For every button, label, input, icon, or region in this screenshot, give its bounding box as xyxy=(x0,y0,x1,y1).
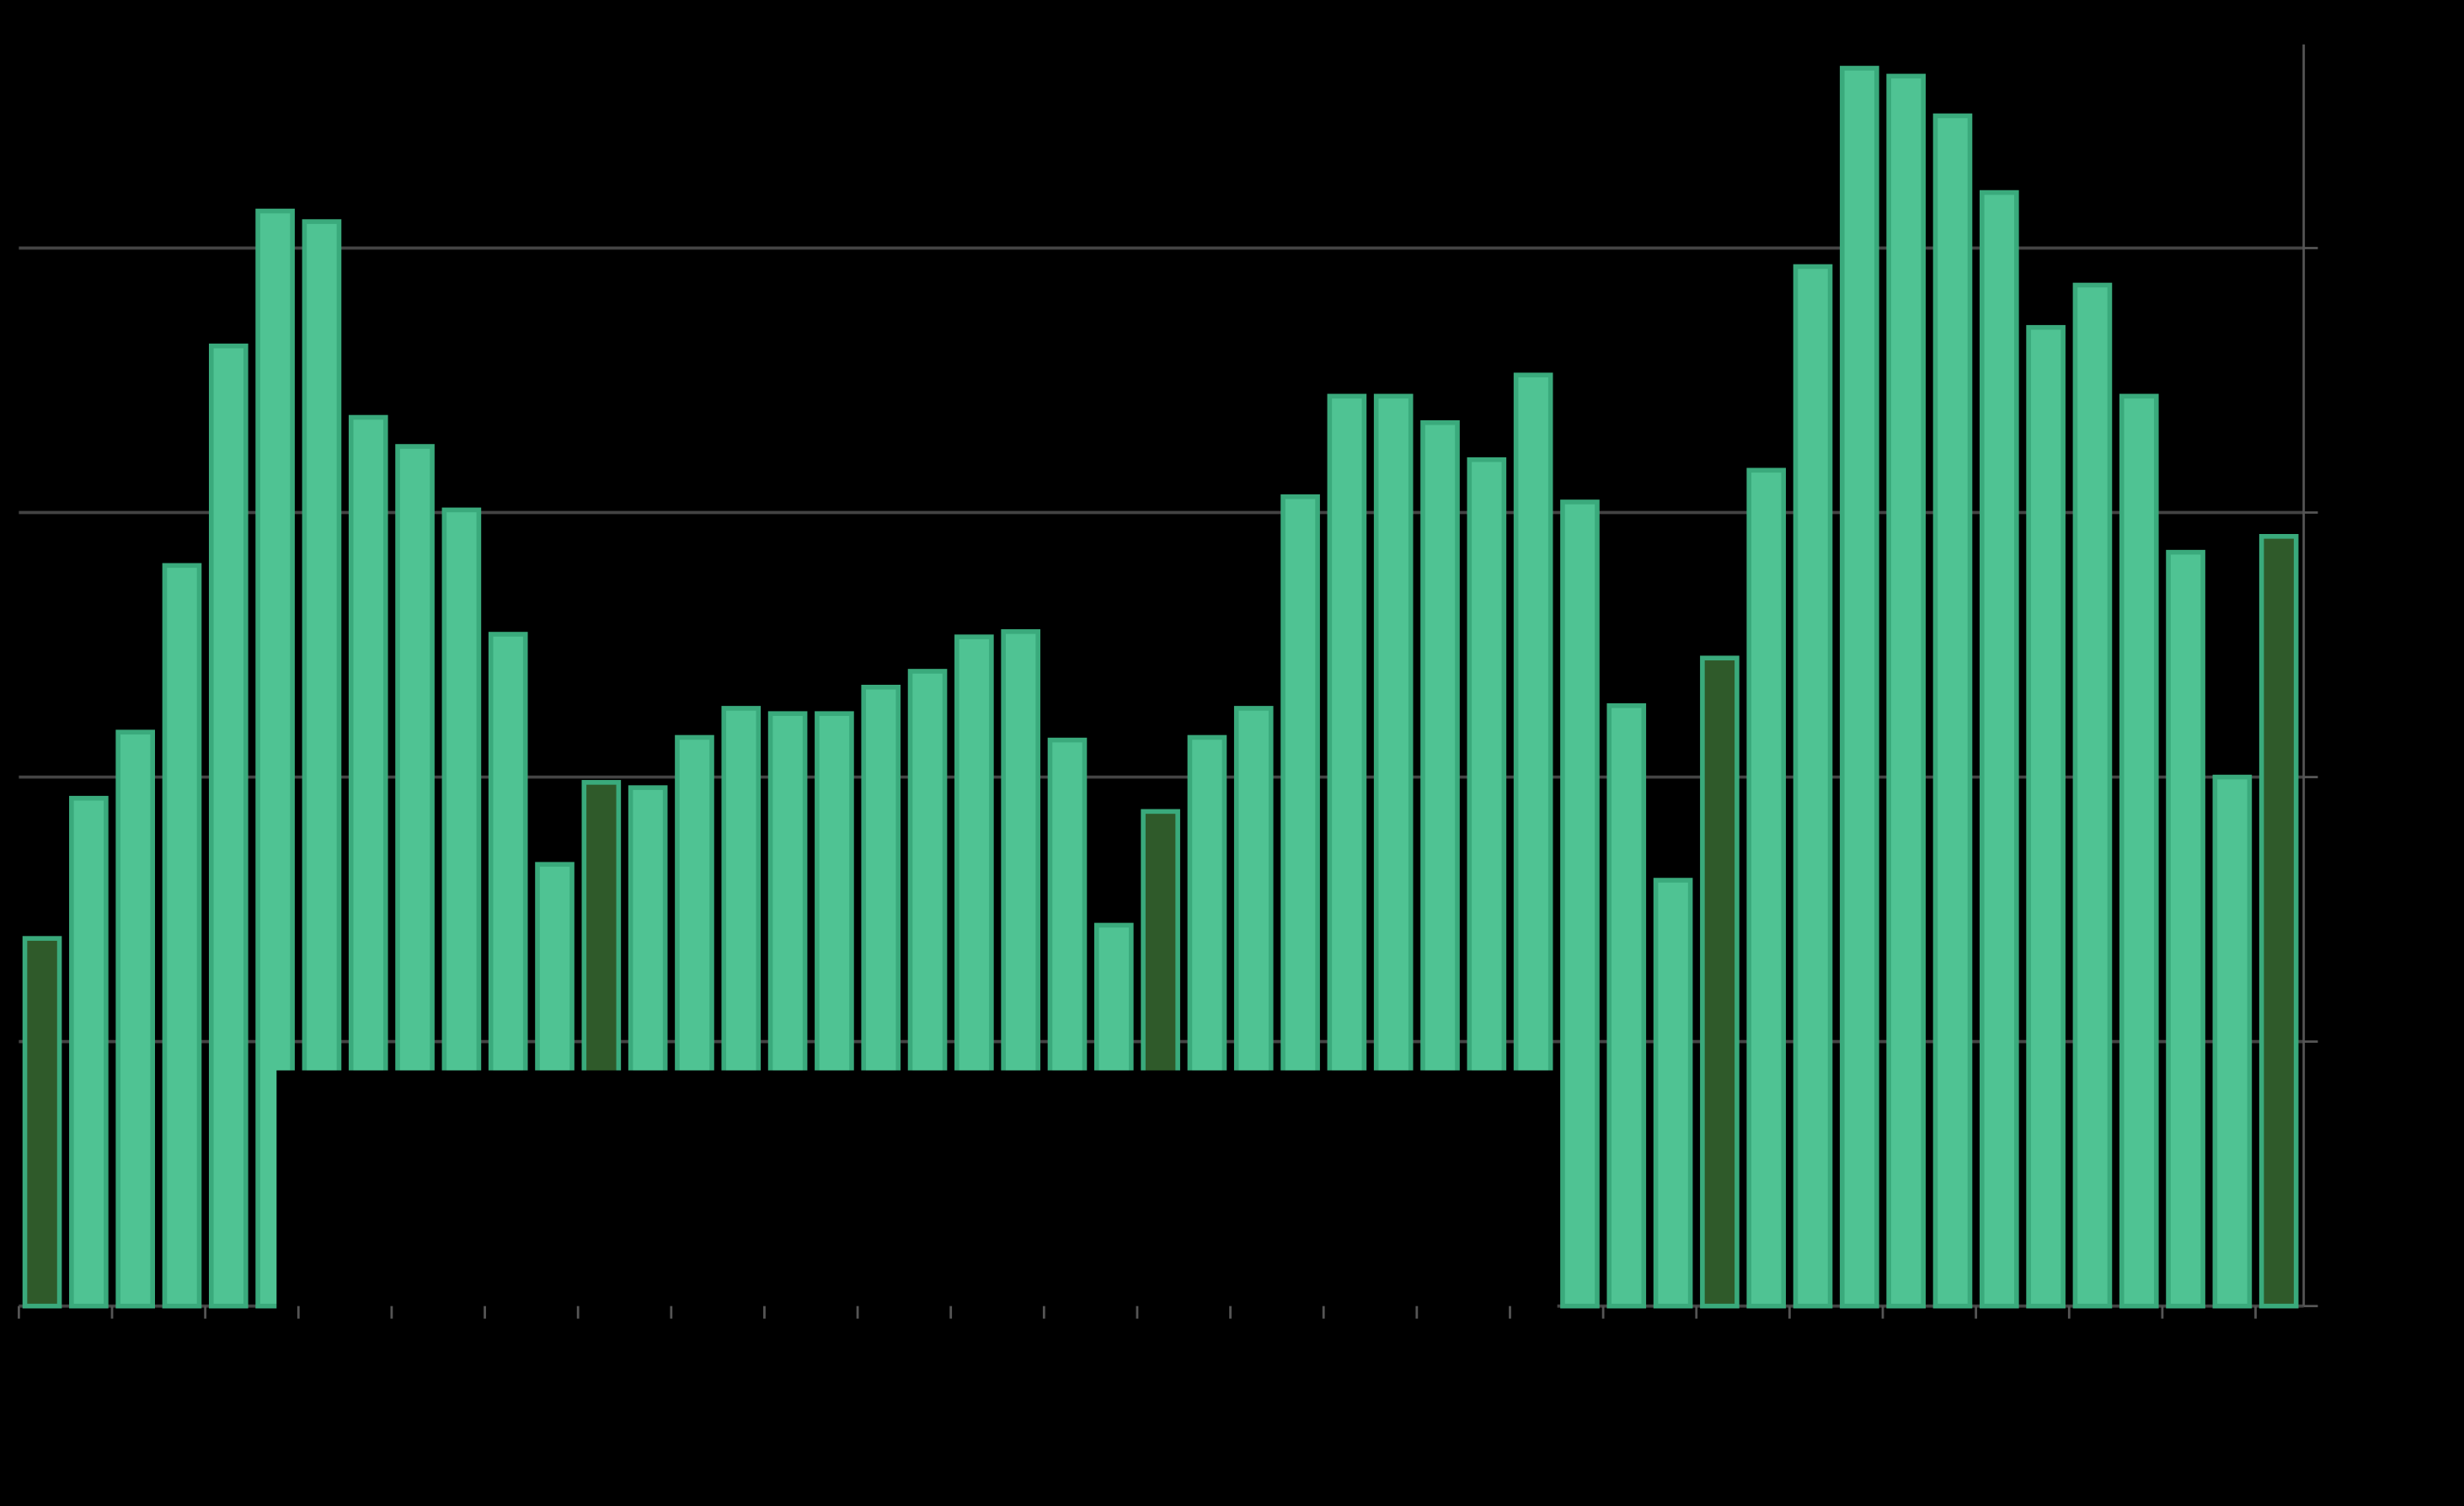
bar xyxy=(1746,467,1787,1309)
bar xyxy=(69,795,109,1309)
bar xyxy=(1840,66,1879,1309)
bar xyxy=(2026,324,2066,1309)
bar xyxy=(2258,533,2299,1309)
bar xyxy=(2072,282,2113,1309)
bar xyxy=(1979,190,2019,1309)
bar xyxy=(1653,878,1693,1309)
bar xyxy=(1886,73,1926,1309)
bar xyxy=(1700,655,1740,1309)
bar xyxy=(2212,774,2253,1309)
bar xyxy=(2166,549,2205,1309)
bar xyxy=(1560,499,1600,1309)
axis xyxy=(17,44,2318,1319)
bar xyxy=(22,936,62,1309)
bar xyxy=(162,563,202,1309)
bar xyxy=(208,343,249,1309)
overlay-panel xyxy=(276,1070,1558,1314)
bar xyxy=(115,729,155,1309)
bar xyxy=(1793,264,1833,1309)
bar xyxy=(1606,702,1647,1309)
bar xyxy=(1932,113,1973,1309)
bar xyxy=(2119,393,2159,1309)
